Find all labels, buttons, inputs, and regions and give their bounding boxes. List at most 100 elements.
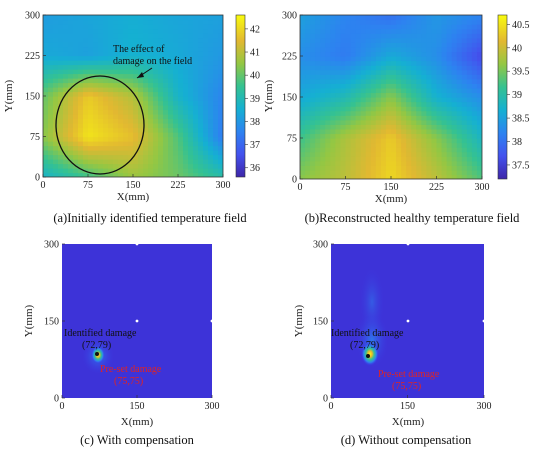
heatmap-cell bbox=[396, 56, 402, 62]
heatmap-cell bbox=[396, 97, 402, 103]
heatmap-cell bbox=[98, 42, 104, 48]
heatmap-cell bbox=[370, 28, 377, 34]
heatmap-cell bbox=[208, 73, 214, 79]
heatmap-cell bbox=[360, 138, 367, 144]
heatmap-cell bbox=[208, 127, 214, 133]
heatmap-cell bbox=[396, 165, 402, 171]
heatmap-cell bbox=[345, 37, 352, 43]
heatmap-cell bbox=[188, 141, 194, 147]
heatmap-cell bbox=[451, 15, 458, 21]
heatmap-cell bbox=[456, 115, 463, 121]
heatmap-cell bbox=[188, 69, 194, 75]
heatmap-cell bbox=[431, 92, 438, 98]
heatmap-cell bbox=[128, 46, 134, 52]
heatmap-cell bbox=[391, 106, 397, 112]
heatmap-cell bbox=[471, 124, 478, 130]
heatmap-cell bbox=[365, 115, 372, 121]
heatmap-cell bbox=[355, 37, 362, 43]
heatmap-cell bbox=[401, 147, 407, 153]
heatmap-cell bbox=[471, 42, 478, 48]
heatmap-cell bbox=[118, 168, 124, 174]
heatmap-cell bbox=[123, 42, 129, 48]
heatmap-cell bbox=[153, 100, 159, 106]
heatmap-cell bbox=[108, 168, 114, 174]
heatmap-cell bbox=[198, 168, 204, 174]
heatmap-cell bbox=[143, 64, 149, 70]
heatmap-cell bbox=[300, 133, 306, 139]
heatmap-cell bbox=[188, 132, 194, 138]
heatmap-cell bbox=[163, 154, 169, 160]
heatmap-cell bbox=[320, 160, 326, 166]
heatmap-cell bbox=[411, 174, 417, 179]
heatmap-cell bbox=[446, 156, 453, 162]
heatmap-cell bbox=[471, 151, 478, 157]
heatmap-cell bbox=[345, 87, 352, 94]
heatmap-cell bbox=[58, 15, 64, 21]
heatmap-cell bbox=[83, 136, 89, 142]
heatmap-cell bbox=[78, 132, 84, 138]
heatmap-cell bbox=[305, 151, 311, 157]
heatmap-cell bbox=[441, 151, 448, 157]
heatmap-cell bbox=[431, 160, 438, 166]
heatmap-cell bbox=[456, 106, 463, 112]
heatmap-cell bbox=[183, 96, 189, 102]
heatmap-cell bbox=[213, 33, 219, 39]
heatmap-cell bbox=[183, 123, 189, 129]
heatmap-cell bbox=[305, 78, 311, 84]
heatmap-cell bbox=[330, 142, 336, 148]
heatmap-cell bbox=[83, 163, 89, 169]
heatmap-cell bbox=[163, 114, 169, 120]
heatmap-cell bbox=[421, 65, 427, 71]
heatmap-cell bbox=[48, 154, 54, 160]
heatmap-cell bbox=[471, 101, 478, 107]
heatmap-cell bbox=[300, 33, 306, 39]
heatmap-cell bbox=[133, 55, 139, 61]
y-tick-label: 75 bbox=[30, 132, 40, 143]
heatmap-cell bbox=[148, 145, 154, 151]
heatmap-cell bbox=[123, 100, 129, 106]
heatmap-cell bbox=[83, 127, 89, 133]
heatmap-cell bbox=[118, 123, 124, 129]
heatmap-cell bbox=[43, 172, 49, 177]
panel-d-x-ticks: 0 150 300 bbox=[329, 395, 492, 412]
heatmap-cell bbox=[396, 156, 402, 162]
heatmap-cell bbox=[83, 118, 89, 124]
heatmap-cell bbox=[208, 60, 214, 66]
heatmap-cell bbox=[93, 154, 99, 160]
heatmap-cell bbox=[466, 65, 473, 71]
heatmap-cell bbox=[88, 136, 94, 142]
heatmap-cell bbox=[380, 33, 387, 39]
heatmap-cell bbox=[370, 78, 377, 84]
heatmap-cell bbox=[325, 74, 331, 80]
heatmap-cell bbox=[416, 133, 422, 139]
heatmap-cell bbox=[340, 174, 347, 179]
heatmap-cell bbox=[133, 19, 139, 25]
heatmap-cell bbox=[43, 24, 49, 30]
heatmap-cell bbox=[168, 82, 174, 88]
heatmap-cell bbox=[406, 174, 412, 179]
heatmap-cell bbox=[98, 136, 104, 142]
y-tick-label: 300 bbox=[313, 240, 328, 251]
heatmap-cell bbox=[53, 105, 59, 111]
heatmap-cell bbox=[340, 142, 347, 148]
heatmap-cell bbox=[421, 15, 427, 21]
heatmap-cell bbox=[43, 33, 49, 39]
heatmap-cell bbox=[466, 33, 473, 39]
heatmap-cell bbox=[113, 114, 119, 120]
heatmap-cell bbox=[426, 37, 433, 43]
heatmap-cell bbox=[213, 100, 219, 106]
heatmap-cell bbox=[310, 15, 316, 21]
y-tick-label: 300 bbox=[44, 240, 59, 251]
heatmap-cell bbox=[315, 147, 321, 153]
heatmap-cell bbox=[375, 128, 382, 135]
heatmap-cell bbox=[350, 24, 357, 30]
heatmap-cell bbox=[401, 83, 407, 89]
heatmap-cell bbox=[325, 46, 331, 53]
heatmap-cell bbox=[416, 65, 422, 71]
heatmap-cell bbox=[461, 142, 468, 148]
heatmap-cell bbox=[396, 119, 402, 125]
colorbar-tick-label: 39 bbox=[512, 90, 522, 101]
heatmap-cell bbox=[138, 159, 144, 165]
heatmap-cell bbox=[340, 156, 347, 162]
colorbar-tick-label: 37.5 bbox=[512, 160, 530, 171]
